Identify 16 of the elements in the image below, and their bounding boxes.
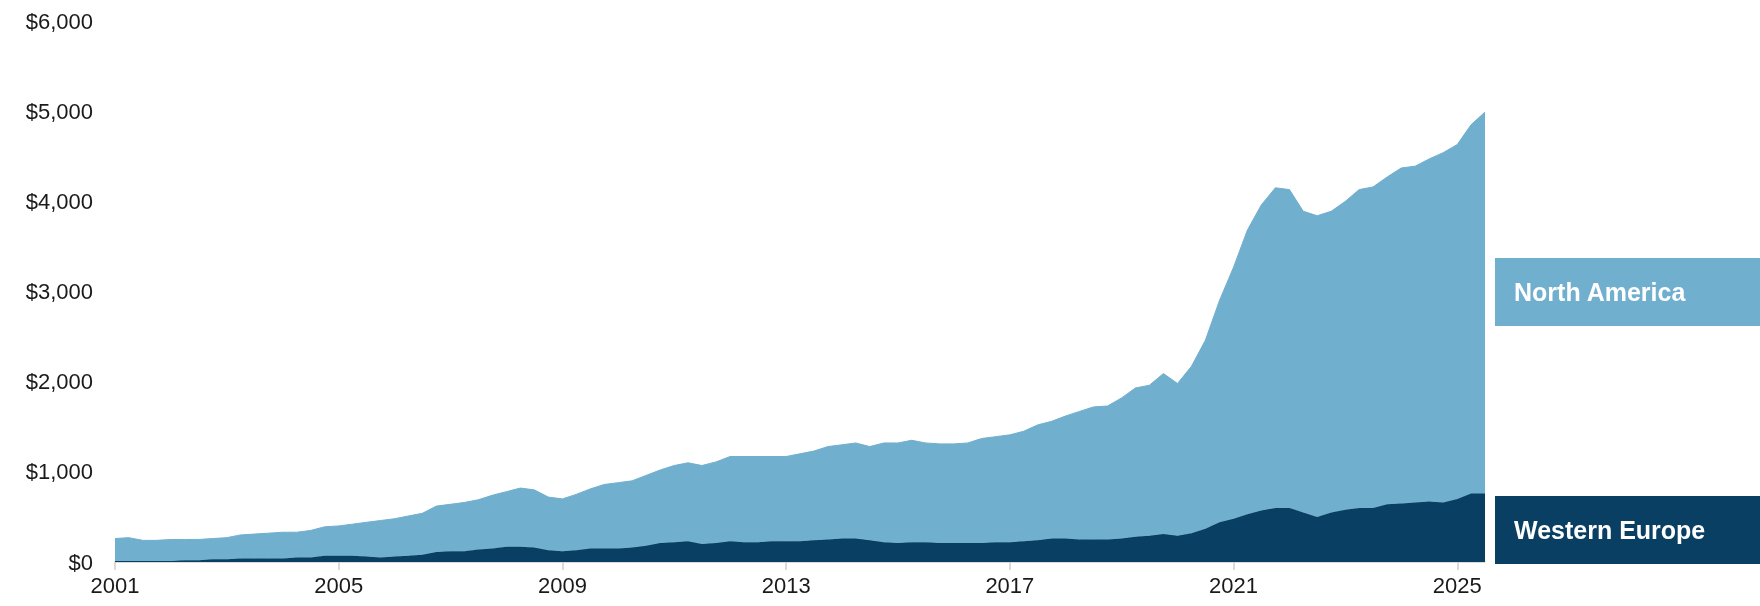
- y-tick-label: $1,000: [25, 459, 93, 485]
- x-tick-label: 2013: [761, 572, 811, 598]
- y-tick-label: $3,000: [25, 279, 93, 304]
- series-label: Western Europe: [1514, 516, 1706, 544]
- y-tick-label: $6,000: [25, 8, 93, 34]
- x-tick-label: 2009: [537, 572, 587, 598]
- y-tick-label: $4,000: [25, 188, 93, 214]
- series-label: North America: [1514, 278, 1687, 306]
- y-tick-label: $2,000: [25, 369, 93, 395]
- x-tick-label: 2021: [1209, 572, 1259, 598]
- x-tick-label: 2017: [985, 572, 1035, 598]
- x-tick-label: 2025: [1432, 572, 1482, 598]
- y-tick-label: $0: [68, 549, 93, 575]
- x-tick-label: 2005: [314, 572, 364, 598]
- x-tick-label: 2001: [90, 572, 140, 598]
- y-tick-label: $5,000: [25, 98, 93, 124]
